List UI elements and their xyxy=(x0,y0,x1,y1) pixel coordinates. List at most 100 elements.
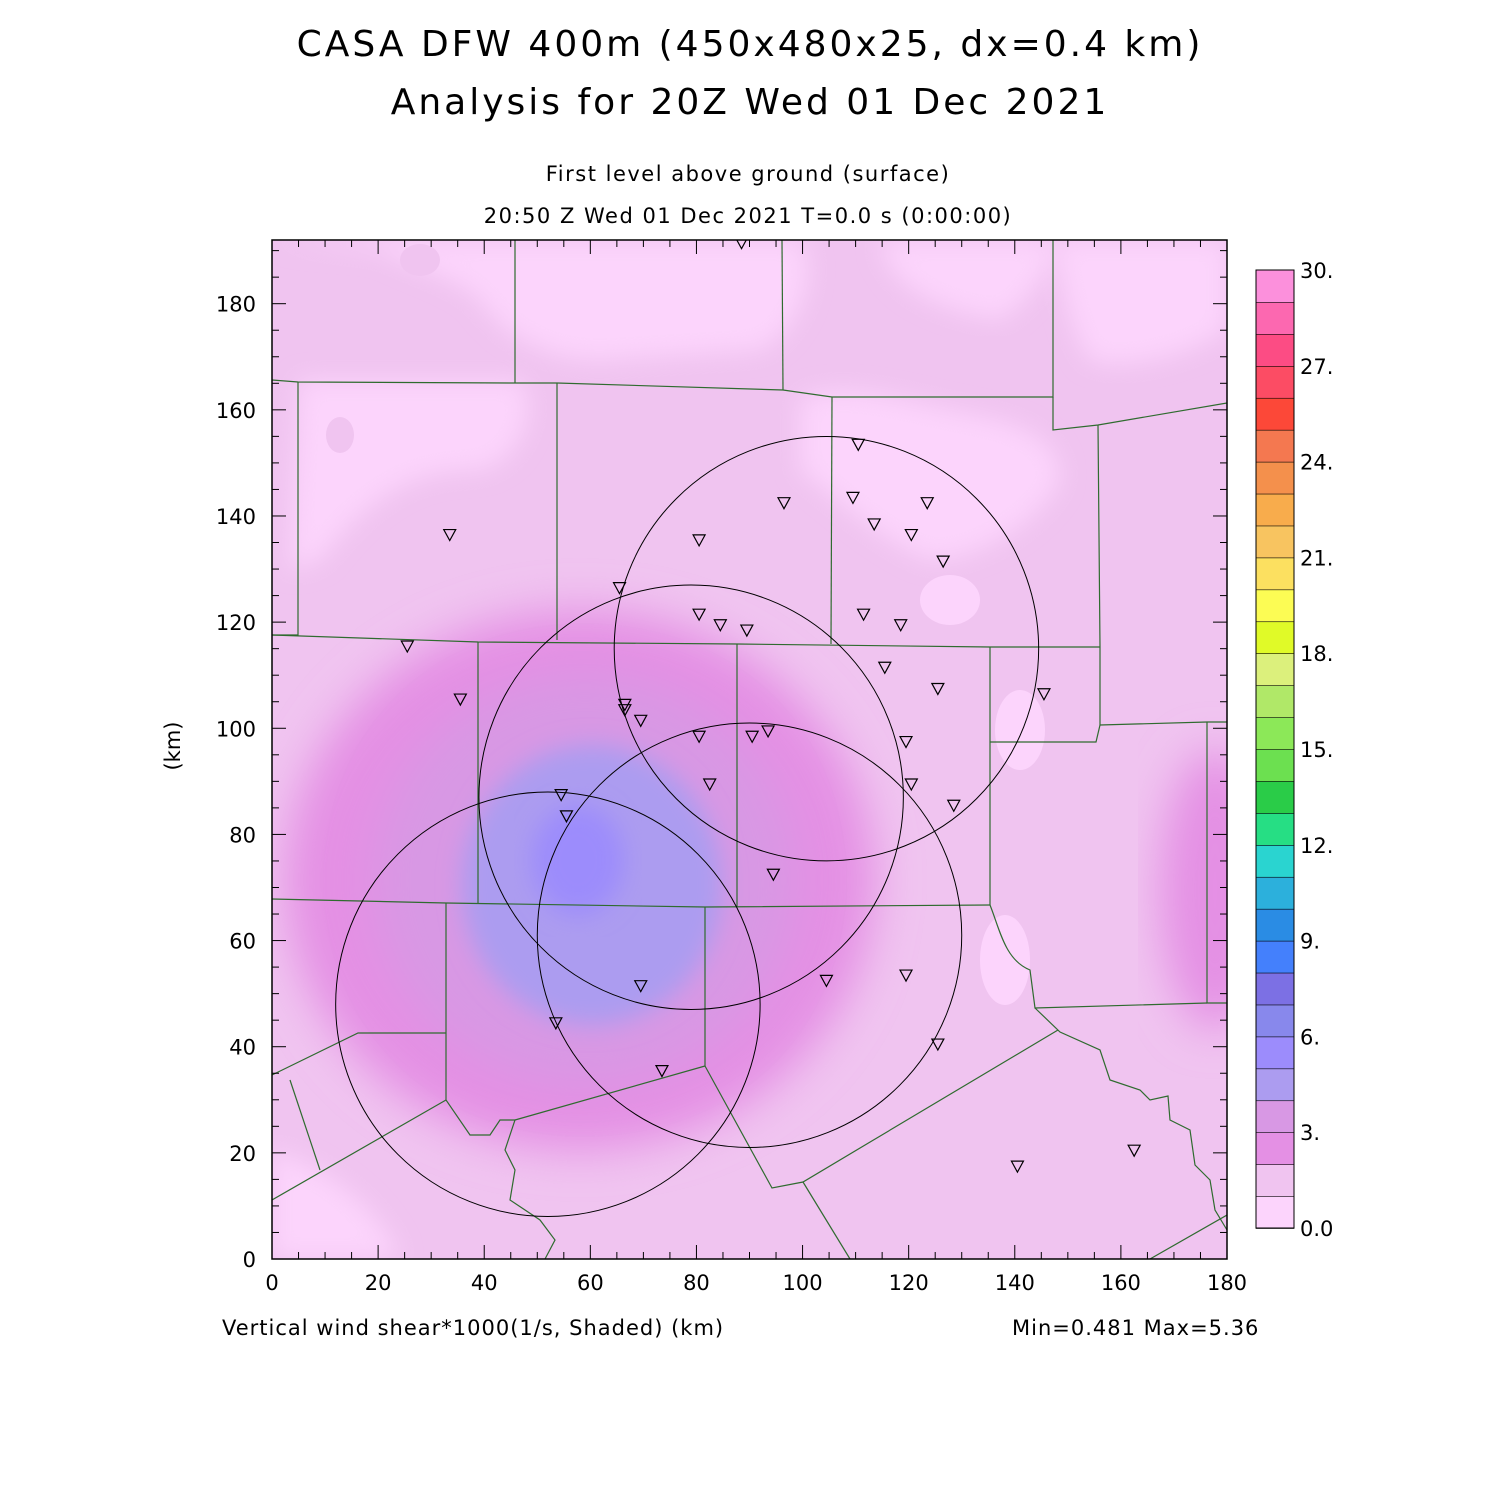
station-marker xyxy=(612,582,627,595)
colorbar-swatch xyxy=(1255,844,1295,878)
station-marker xyxy=(559,810,574,824)
station-marker xyxy=(633,980,648,993)
colorbar-label: 30. xyxy=(1300,259,1333,283)
plot-subtitle: Analysis for 20Z Wed 01 Dec 2021 xyxy=(390,82,1110,123)
colorbar-label: 21. xyxy=(1300,546,1333,570)
station-marker xyxy=(713,619,728,633)
colorbar-swatch xyxy=(1255,620,1295,654)
y-tick-label: 180 xyxy=(216,293,256,317)
y-tick-label: 120 xyxy=(216,611,256,635)
x-tick-label: 140 xyxy=(995,1271,1035,1295)
min-max-label: Min=0.481 Max=5.36 xyxy=(1012,1316,1260,1340)
x-tick-label: 100 xyxy=(783,1271,823,1295)
colorbar-swatch xyxy=(1255,589,1295,623)
y-tick-label: 20 xyxy=(229,1142,256,1166)
time-label: 20:50 Z Wed 01 Dec 2021 T=0.0 s (0:00:00… xyxy=(483,204,1013,228)
colorbar-swatch xyxy=(1255,940,1295,974)
station-marker xyxy=(453,693,468,707)
colorbar-swatch xyxy=(1255,1195,1295,1229)
station-marker xyxy=(1127,1144,1142,1158)
station-marker xyxy=(692,608,707,622)
station-marker xyxy=(617,704,632,717)
station-markers xyxy=(400,240,1142,1174)
station-marker xyxy=(766,868,781,882)
colorbar-swatch xyxy=(1255,876,1295,910)
station-marker xyxy=(702,778,717,792)
station-marker xyxy=(548,1017,563,1031)
station-marker xyxy=(899,969,914,983)
y-tick-label: 80 xyxy=(229,823,256,847)
colorbar-swatch xyxy=(1255,972,1295,1006)
colorbar-swatch xyxy=(1255,365,1295,399)
x-tick-label: 160 xyxy=(1101,1271,1141,1295)
y-axis-title: (km) xyxy=(161,721,185,770)
colorbar-swatch xyxy=(1255,684,1295,718)
colorbar-labels: 30. 27. 24. 21. 18. 15. 12. 9. 6. 3. 0.0 xyxy=(1300,259,1333,1241)
radar-ring xyxy=(613,435,1040,862)
x-tick-label: 180 xyxy=(1207,1271,1247,1295)
radar-ring xyxy=(536,722,963,1148)
colorbar-swatch xyxy=(1255,1004,1295,1038)
axis-ticks xyxy=(271,240,1228,1260)
light-shear-areas xyxy=(272,240,1227,1259)
colorbar-swatch xyxy=(1255,493,1295,527)
station-marker xyxy=(1010,1160,1025,1174)
colorbar-swatch xyxy=(1255,525,1295,559)
colorbar-swatch xyxy=(1255,1099,1295,1134)
station-marker xyxy=(400,640,415,654)
colorbar-swatch xyxy=(1255,429,1295,463)
station-marker xyxy=(654,1064,669,1078)
station-marker xyxy=(904,778,919,792)
colorbar-swatch xyxy=(1255,748,1295,782)
x-tick-label: 60 xyxy=(577,1271,604,1295)
x-axis-labels: 0 20 40 60 80 100 120 140 160 180 xyxy=(265,1271,1247,1295)
station-marker xyxy=(899,735,914,749)
station-marker xyxy=(736,240,747,250)
station-marker xyxy=(920,497,935,510)
station-marker xyxy=(633,714,648,728)
station-marker xyxy=(692,534,707,548)
station-marker xyxy=(554,789,569,802)
shaded-field xyxy=(272,240,1227,1259)
colorbar-swatch xyxy=(1255,557,1295,591)
station-marker xyxy=(739,624,754,638)
y-tick-label: 100 xyxy=(216,717,256,741)
station-marker xyxy=(893,619,908,633)
station-marker xyxy=(845,491,860,505)
colorbar-swatch xyxy=(1255,269,1295,303)
colorbar-swatch xyxy=(1255,716,1295,750)
colorbar-label: 18. xyxy=(1300,642,1333,666)
plot-title: CASA DFW 400m (450x480x25, dx=0.4 km) xyxy=(296,24,1204,65)
county-boundaries xyxy=(272,240,1227,1259)
colorbar-swatch xyxy=(1255,1163,1295,1197)
colorbar-label: 0.0 xyxy=(1300,1217,1333,1241)
colorbar-label: 6. xyxy=(1300,1025,1320,1049)
field-label: Vertical wind shear*1000(1/s, Shaded) (k… xyxy=(222,1316,725,1340)
colorbar-swatch xyxy=(1255,908,1295,942)
station-marker xyxy=(930,1038,945,1052)
colorbar xyxy=(1255,269,1295,1229)
y-tick-label: 140 xyxy=(216,505,256,529)
station-marker xyxy=(904,528,919,542)
x-tick-label: 80 xyxy=(683,1271,710,1295)
x-tick-label: 120 xyxy=(889,1271,929,1295)
station-marker xyxy=(819,974,834,988)
station-marker xyxy=(692,730,707,744)
colorbar-swatch xyxy=(1255,397,1295,431)
y-axis-labels: 0 20 40 60 80 100 120 140 160 180 xyxy=(216,293,256,1272)
colorbar-label: 12. xyxy=(1300,834,1333,858)
radar-ring xyxy=(335,791,761,1217)
station-marker xyxy=(930,682,945,696)
x-tick-label: 0 xyxy=(265,1271,278,1295)
y-tick-label: 160 xyxy=(216,399,256,423)
x-tick-label: 40 xyxy=(471,1271,498,1295)
colorbar-swatch xyxy=(1255,1131,1295,1165)
radar-ring xyxy=(478,584,904,1010)
colorbar-swatch xyxy=(1255,812,1295,846)
station-marker xyxy=(745,730,760,744)
colorbar-label: 3. xyxy=(1300,1121,1320,1145)
station-marker xyxy=(851,438,866,452)
station-marker xyxy=(936,555,951,569)
station-marker xyxy=(442,528,457,542)
